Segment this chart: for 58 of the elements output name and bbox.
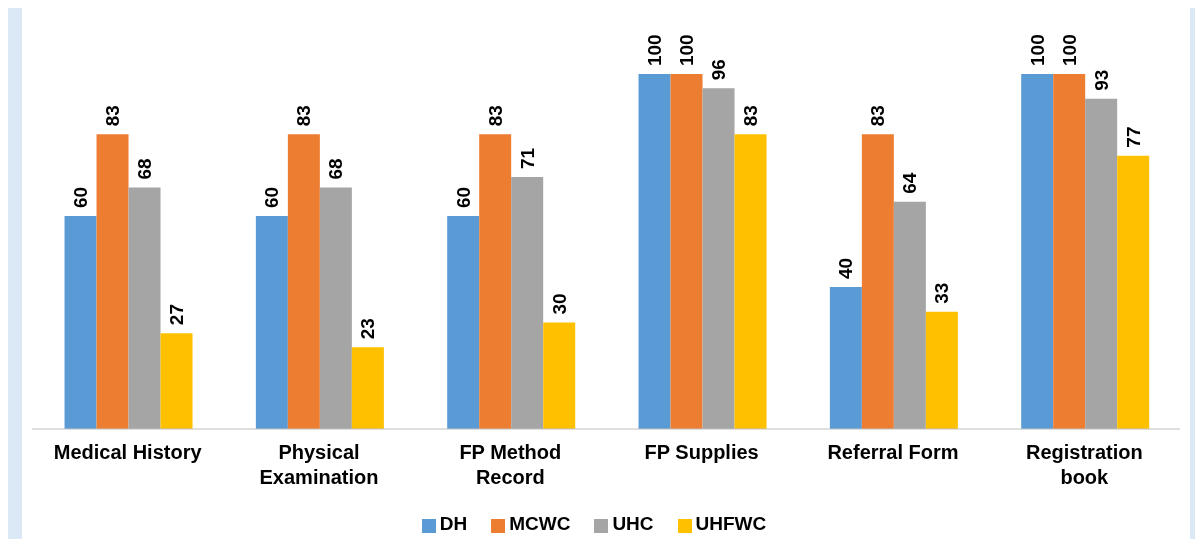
bar	[638, 74, 671, 429]
data-label: 83	[102, 105, 124, 127]
x-tick-label: Referral Form	[827, 441, 959, 463]
data-label: 71	[516, 147, 538, 169]
x-tick-label: FP Supplies	[644, 441, 759, 463]
bar	[64, 216, 97, 429]
data-label: 96	[708, 59, 730, 81]
bar	[479, 134, 512, 429]
data-label: 68	[134, 158, 156, 180]
data-label: 83	[293, 105, 315, 127]
data-label: 64	[899, 172, 921, 194]
data-label: 30	[548, 293, 570, 315]
bar	[1117, 155, 1150, 429]
legend-label: MCWC	[509, 513, 571, 534]
data-label: 83	[484, 105, 506, 127]
data-label: 100	[644, 34, 666, 66]
bar	[734, 134, 767, 429]
bar	[1085, 98, 1118, 429]
bar	[287, 134, 320, 429]
data-label: 77	[1122, 126, 1144, 148]
data-label: 33	[931, 282, 953, 304]
data-label: 83	[740, 105, 762, 127]
x-tick-label: Physical Examination	[259, 441, 379, 488]
data-label: 68	[325, 158, 347, 180]
bar	[893, 201, 926, 429]
bar	[128, 187, 161, 429]
x-tick-label: Registration book	[1025, 441, 1143, 488]
bar	[351, 347, 384, 429]
data-label: 100	[676, 34, 698, 66]
data-label: 60	[452, 186, 474, 208]
data-label: 23	[357, 318, 379, 340]
bar	[829, 287, 862, 429]
bar	[925, 311, 958, 429]
data-label: 60	[70, 186, 92, 208]
data-label: 100	[1058, 34, 1080, 66]
bar	[543, 322, 576, 429]
bar	[861, 134, 894, 429]
bar	[1053, 74, 1086, 429]
bar	[1021, 74, 1054, 429]
bar	[511, 176, 544, 429]
legend-label: UHC	[612, 513, 654, 534]
data-label: 60	[261, 186, 283, 208]
legend-label: DH	[439, 513, 468, 534]
x-tick-label: Medical History	[53, 441, 203, 463]
data-label: 100	[1026, 34, 1048, 66]
x-tick-label: FP Method Record	[459, 441, 562, 488]
data-label: 27	[166, 304, 188, 326]
bar	[255, 216, 288, 429]
data-label: 93	[1090, 69, 1112, 91]
bar	[319, 187, 352, 429]
bar	[96, 134, 129, 429]
data-label: 83	[867, 105, 889, 127]
bar	[160, 333, 193, 429]
bar	[702, 88, 735, 429]
legend-label: UHFWC	[695, 513, 767, 534]
bar	[670, 74, 703, 429]
data-label: 40	[835, 257, 857, 279]
bar	[447, 216, 480, 429]
